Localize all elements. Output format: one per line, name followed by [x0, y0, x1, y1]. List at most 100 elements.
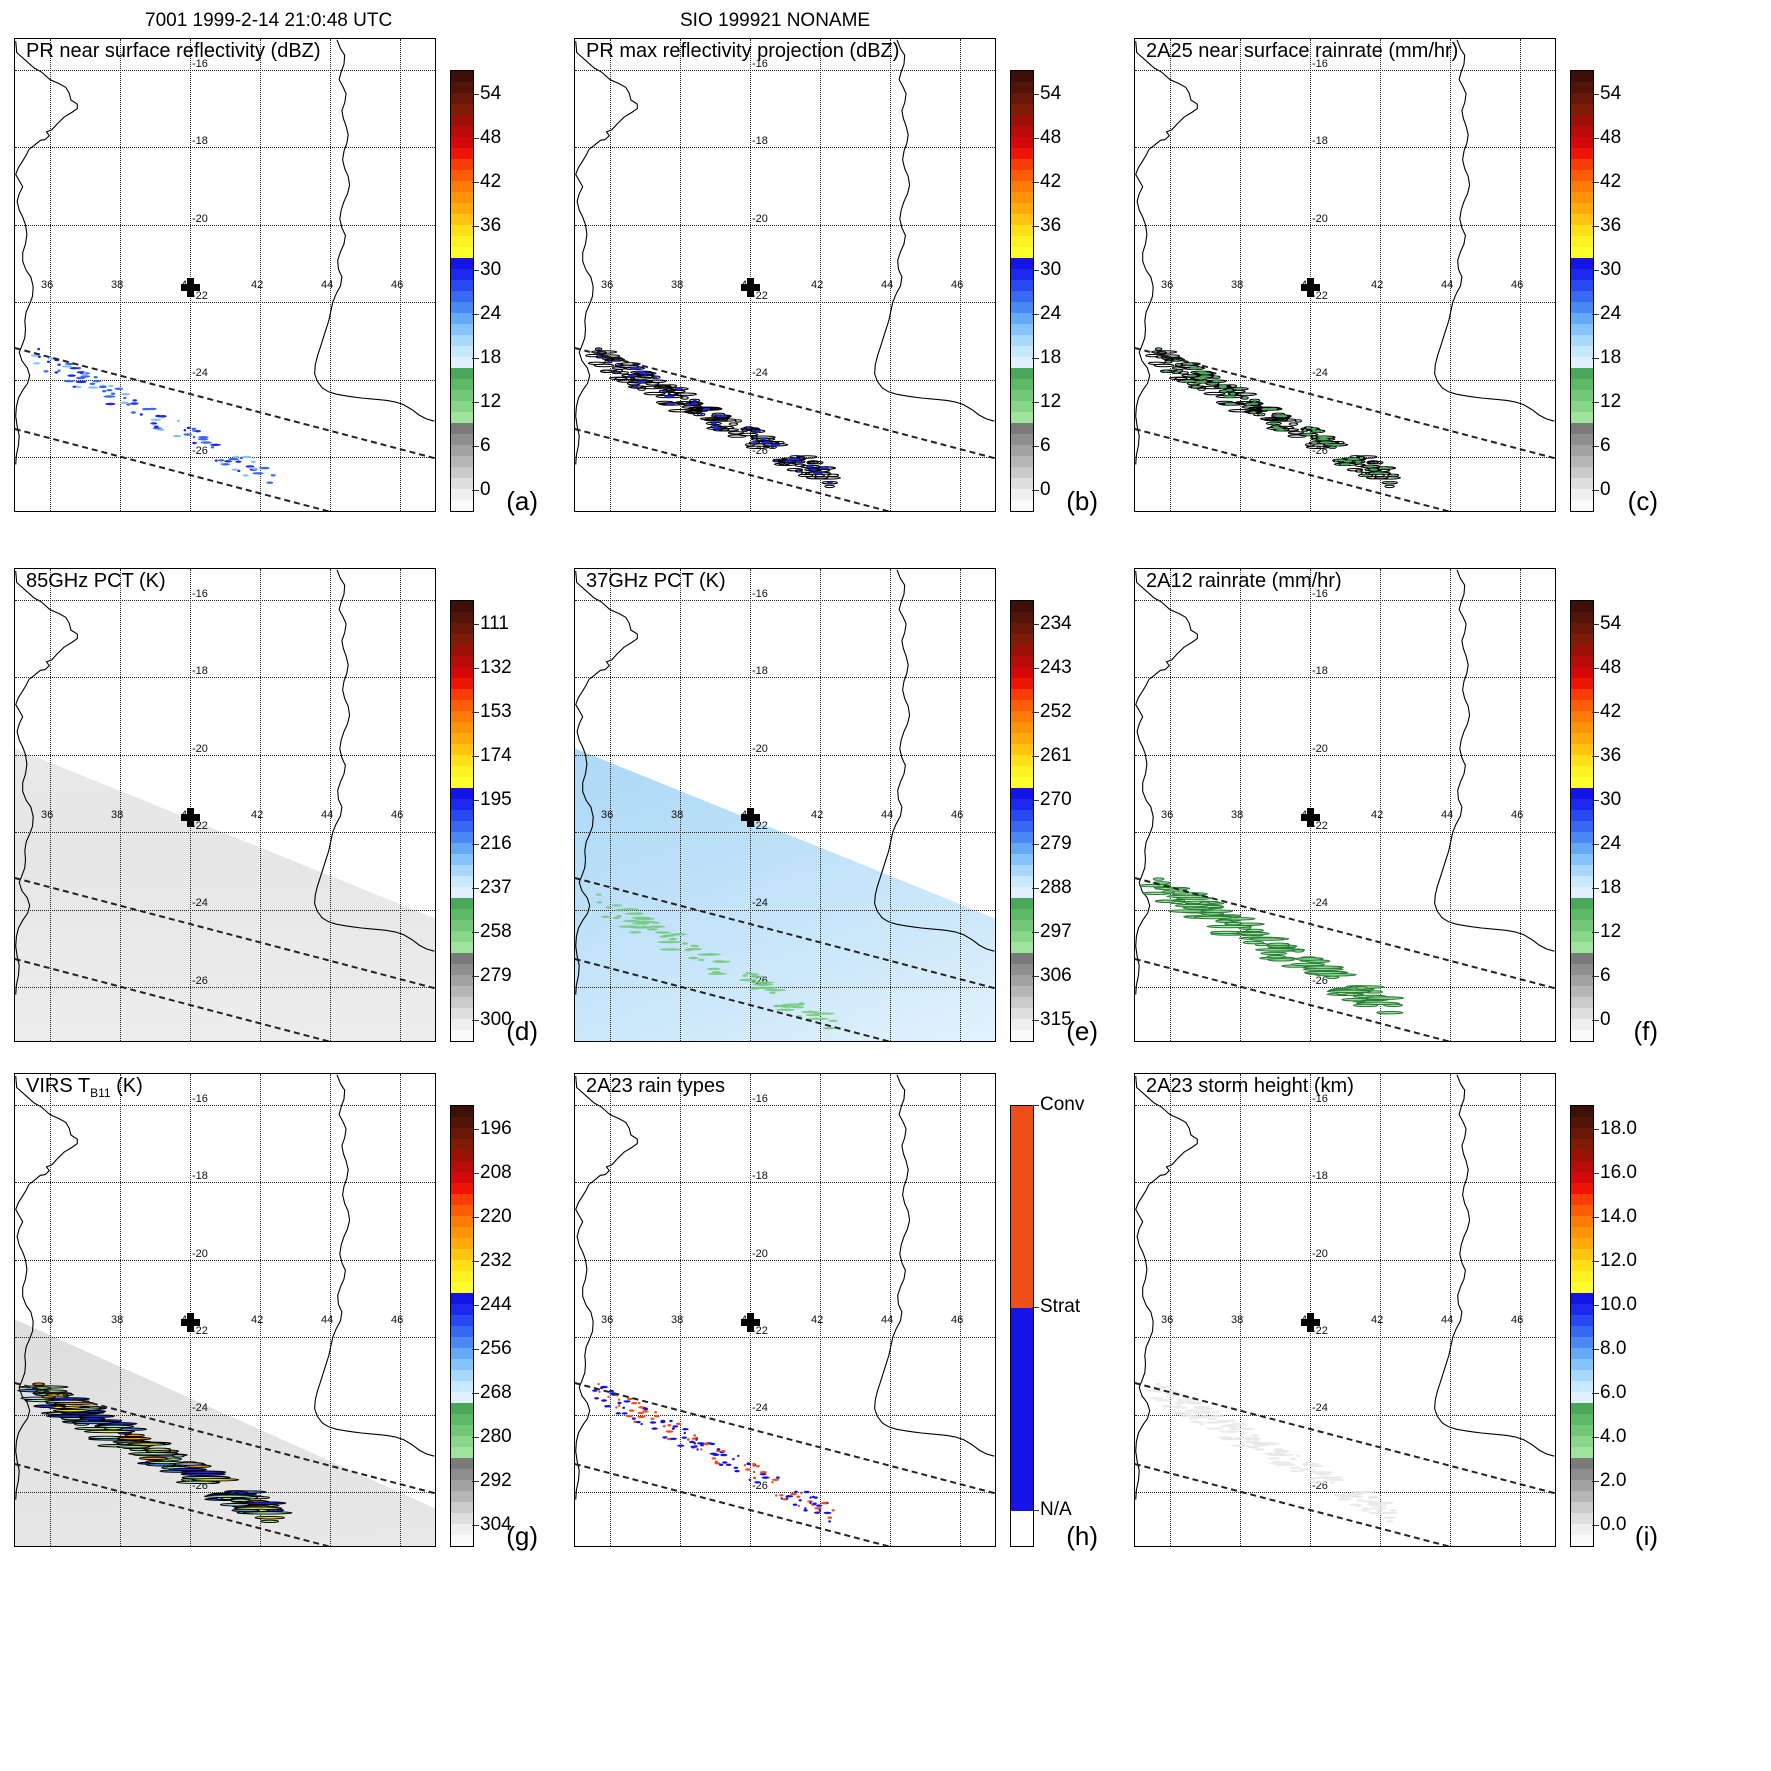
colorbar-label: 270: [1040, 789, 1072, 811]
data-cell: [1168, 900, 1185, 905]
data-cell: [1228, 931, 1261, 935]
colorbar-label: 174: [480, 745, 512, 767]
colorbar-segment: [1571, 1425, 1593, 1436]
colorbar-segment: [1571, 1447, 1593, 1458]
data-cell: [1222, 388, 1237, 392]
data-cell: [1197, 366, 1202, 370]
data-cell: [740, 427, 758, 431]
data-cell: [1375, 1501, 1394, 1505]
colorbar-segment: [1011, 379, 1033, 390]
colorbar-segment: [1011, 788, 1033, 799]
map-axes-f: 36 38 40 42 44 46 -16 -18 -20 -22 -24 -26: [1134, 568, 1556, 1042]
colorbar-segment: [1571, 1293, 1593, 1304]
colorbar-segment: [451, 777, 473, 788]
swath-edge-1: [15, 346, 435, 459]
colorbar-tick: [472, 270, 479, 272]
gridline-lat--20: [15, 224, 435, 226]
coast-africa: [15, 40, 78, 465]
gridline-lat--26: [575, 986, 995, 988]
gridline-lon-36: [610, 39, 611, 511]
data-cell: [785, 1497, 789, 1500]
colorbar-tick: [1592, 888, 1599, 890]
colorbar-label: 292: [480, 1470, 512, 1492]
data-cell: [67, 374, 76, 377]
colorbar-tick: [472, 1305, 479, 1307]
colorbar-segment: [1571, 357, 1593, 368]
colorbar-segment: [1011, 942, 1033, 953]
data-cell: [1348, 1503, 1362, 1506]
gridline-lon-40: [1310, 39, 1311, 511]
data-cell: [1273, 1448, 1284, 1451]
data-cell: [1255, 937, 1290, 941]
data-cell: [130, 402, 139, 405]
data-cell: [693, 1442, 697, 1445]
colorbar-segment: [1571, 1381, 1593, 1392]
colorbar-tick: [1032, 1307, 1039, 1309]
colorbar-segment: [1571, 832, 1593, 843]
colorbar-segment: [1011, 975, 1033, 986]
colorbar-segment: [1571, 1139, 1593, 1150]
data-cell: [1206, 924, 1253, 929]
data-cell: [93, 376, 98, 379]
data-cell: [1338, 461, 1346, 466]
colorbar-segment: [1011, 799, 1033, 810]
colorbar-label: 315: [1040, 1009, 1072, 1031]
data-cell: [681, 405, 703, 409]
panel-letter-d: (d): [506, 1016, 538, 1046]
data-cell: [61, 365, 73, 368]
colorbar-label: Strat: [1040, 1296, 1081, 1318]
data-cell: [824, 484, 835, 489]
gridline-lon-38: [120, 39, 121, 511]
colorbar-tick: [1032, 94, 1039, 96]
data-cell: [1196, 371, 1207, 374]
data-cell: [1368, 1511, 1386, 1514]
colorbar-tick: [1592, 138, 1599, 140]
colorbar-segment: [1011, 104, 1033, 115]
lon-tick-label-42: 42: [251, 808, 264, 821]
data-cell: [1194, 374, 1217, 379]
data-cell: [632, 385, 639, 388]
data-cell: [1175, 369, 1183, 373]
data-cell: [1325, 1478, 1346, 1481]
data-cell: [820, 1501, 828, 1505]
colorbar-segment: [1571, 423, 1593, 434]
colorbar-segment: [451, 887, 473, 898]
lat-tick-label--22: -22: [752, 1325, 768, 1338]
lat-tick-label--26: -26: [1312, 1479, 1328, 1492]
lon-tick-label-46: 46: [951, 808, 964, 821]
data-cell: [57, 363, 61, 366]
data-cell: [828, 1520, 831, 1523]
lat-tick-label--20: -20: [192, 1247, 208, 1260]
colorbar-segment: [1571, 1315, 1593, 1326]
data-cell: [623, 1400, 631, 1403]
gridline-lon-46: [400, 569, 401, 1041]
lon-tick-label-42: 42: [1371, 1313, 1384, 1326]
data-cell: [1271, 414, 1286, 418]
data-cell: [1310, 1476, 1319, 1480]
colorbar-label: 54: [1600, 613, 1622, 635]
gridline-lon-40: [750, 1074, 751, 1546]
data-cell: [810, 1503, 817, 1506]
lat-tick-label--20: -20: [1312, 742, 1328, 755]
data-cell: [1205, 382, 1220, 386]
colorbar-segment: [451, 1502, 473, 1513]
gridline-lat--16: [575, 1105, 995, 1106]
colorbar-segment: [1571, 997, 1593, 1008]
colorbar-segment: [451, 1282, 473, 1293]
colorbar-label: 10.0: [1600, 1294, 1637, 1316]
data-cell: [716, 1448, 721, 1451]
data-cell: [1250, 1442, 1271, 1445]
colorbar-label: 18: [1600, 877, 1622, 899]
colorbar-segment: [1571, 1161, 1593, 1172]
colorbar-segment: [1571, 854, 1593, 865]
gridline-lat--16: [575, 70, 995, 71]
colorbar-tick: [1032, 756, 1039, 758]
lat-tick-label--24: -24: [192, 367, 208, 380]
gridline-lat--20: [15, 754, 435, 756]
data-cell: [638, 1406, 645, 1409]
data-cell: [827, 1516, 833, 1519]
panel-d: 36 38 40 42 44 46 -16 -18 -20 -22 -24 -26 85GHz PCT …: [0, 560, 560, 1065]
data-cell: [220, 462, 223, 465]
gridline-lat--22: [1135, 302, 1555, 304]
data-cell: [696, 1442, 705, 1445]
